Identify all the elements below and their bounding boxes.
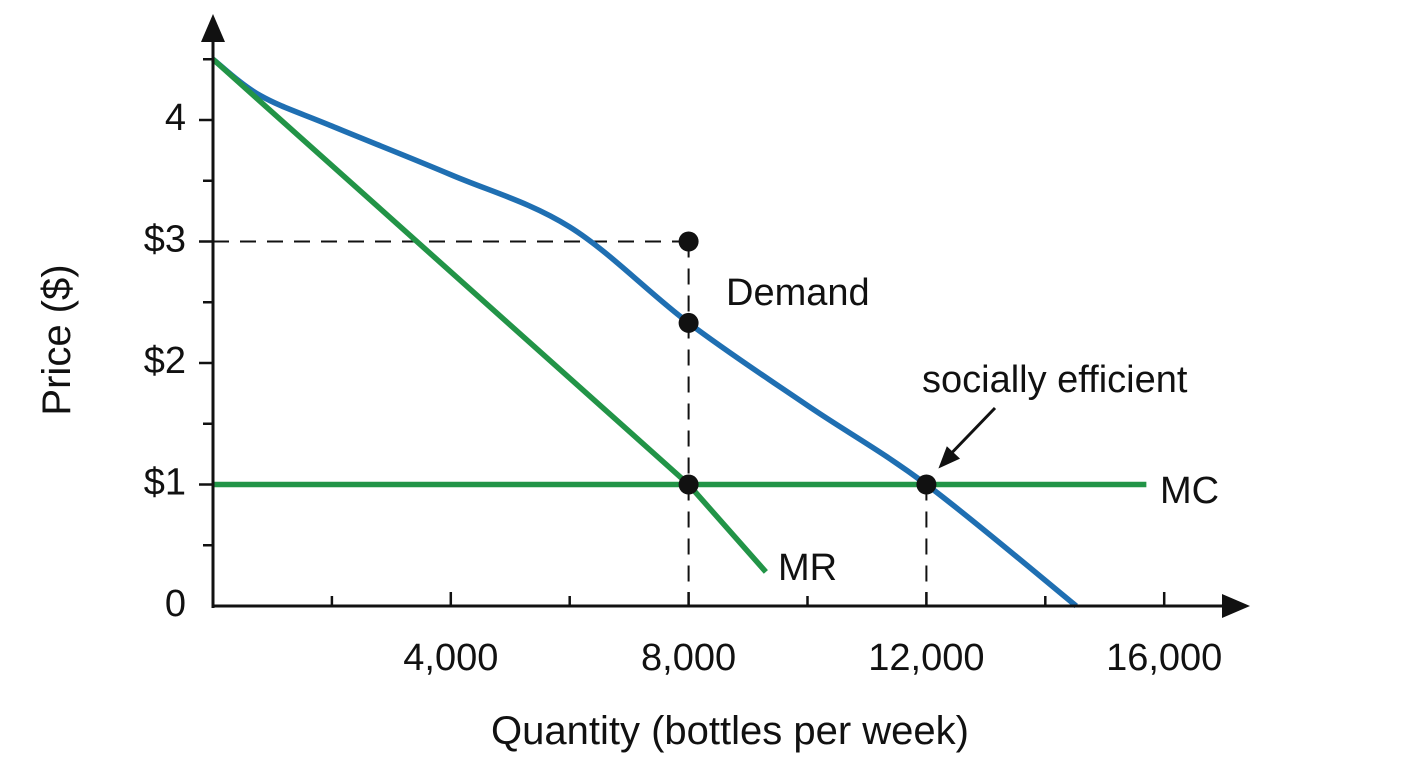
- mc-label: MC: [1160, 470, 1219, 512]
- y-tick-label: $2: [144, 340, 186, 382]
- y-tick-label: $3: [144, 219, 186, 261]
- ticks: 4,000 8,000 12,000 16,000 0 $1 $2 $3 4: [144, 58, 1222, 679]
- x-axis-arrow: [1222, 594, 1250, 618]
- curves: [211, 57, 1147, 609]
- points: [678, 231, 937, 495]
- x-tick-label: 4,000: [403, 637, 498, 679]
- labels: Quantity (bottles per week) Price ($) De…: [35, 264, 1219, 753]
- x-axis-title: Quantity (bottles per week): [491, 709, 969, 753]
- annotation-label: socially efficient: [922, 359, 1188, 401]
- x-tick-label: 16,000: [1106, 637, 1222, 679]
- data-point: [678, 474, 699, 495]
- annotation-arrow-line: [943, 406, 997, 462]
- data-point: [678, 231, 699, 252]
- demand-label: Demand: [726, 272, 870, 314]
- y-tick-label: 0: [165, 583, 186, 625]
- y-axis-arrow: [201, 14, 225, 42]
- x-tick-label: 12,000: [868, 637, 984, 679]
- y-tick-label: $1: [144, 462, 186, 504]
- data-point: [678, 312, 699, 333]
- axes: [201, 14, 1250, 618]
- y-axis-title: Price ($): [35, 264, 79, 415]
- mr-label: MR: [778, 547, 837, 589]
- y-tick-label: 4: [165, 97, 186, 139]
- x-tick-label: 8,000: [641, 637, 736, 679]
- data-point: [916, 474, 937, 495]
- demand-curve: [211, 57, 1078, 609]
- guide-lines: [213, 240, 928, 606]
- annotation-arrowhead: [938, 446, 961, 469]
